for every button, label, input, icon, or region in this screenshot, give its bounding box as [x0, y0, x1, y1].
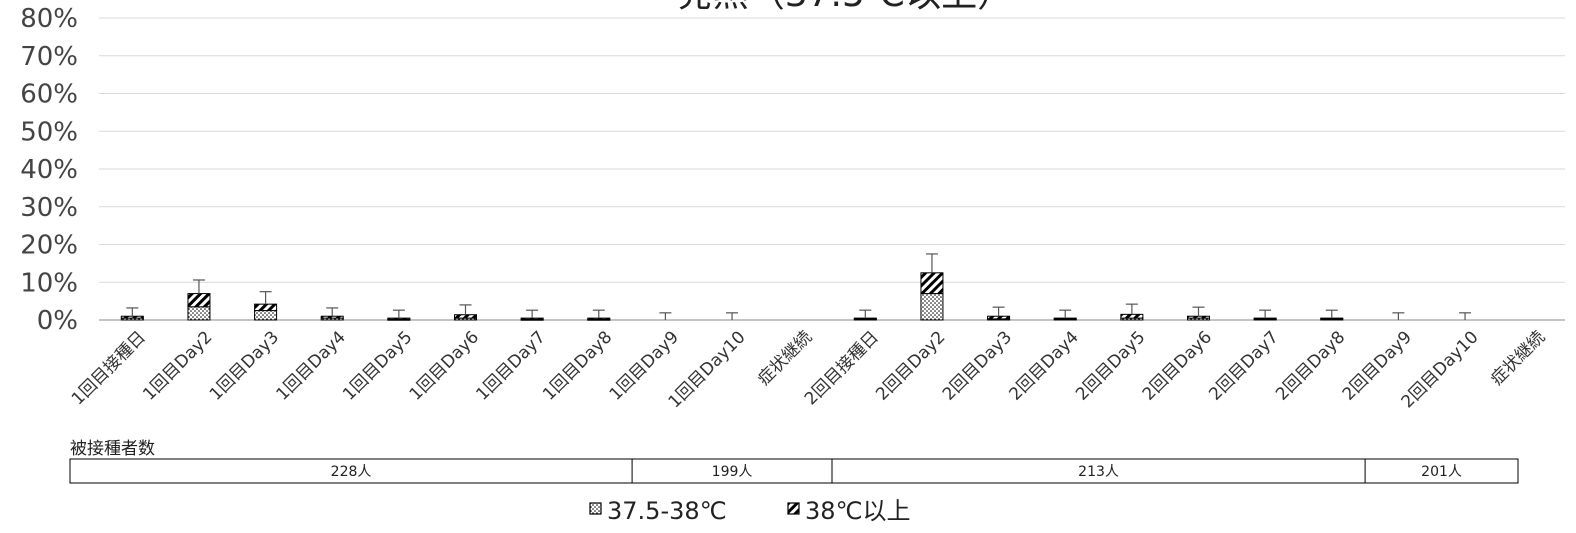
y-tick-label: 10%: [20, 268, 78, 298]
bar-segment-high-fever: [587, 317, 611, 320]
x-tick-label: 1回目Day5: [339, 327, 416, 404]
bar-segment-high-fever: [1187, 315, 1210, 319]
y-tick-label: 70%: [20, 42, 78, 72]
y-tick-label: 20%: [20, 231, 78, 261]
x-tick-label: 2回目Day6: [1139, 327, 1216, 404]
bar-segment-high-fever: [987, 315, 1011, 320]
error-bar: [1392, 312, 1405, 320]
x-tick-label: 2回目Day5: [1072, 327, 1149, 404]
bar-segment-high-fever: [920, 272, 944, 295]
y-tick-label: 60%: [20, 80, 78, 110]
x-tick-label: 症状継続: [754, 327, 816, 389]
x-tick-label: 2回目Day8: [1272, 327, 1349, 404]
counts-table-border: [69, 458, 1519, 484]
bar-segment-high-fever: [120, 315, 144, 319]
counts-table: 被接種者数 228人 199人 213人 201人: [69, 439, 1519, 484]
error-bar: [392, 309, 405, 319]
counts-table-cell: 199人: [712, 464, 753, 480]
bar-segment-high-fever: [387, 317, 411, 320]
error-bar: [1192, 306, 1205, 317]
error-bar: [1259, 309, 1272, 319]
error-bar: [1059, 309, 1072, 319]
x-tick-label: 1回目Day6: [406, 327, 483, 404]
bar-segment-high-fever: [1120, 313, 1144, 319]
legend-label: 38℃以上: [805, 497, 911, 525]
chart-title: 発熱（37.5℃以上）: [677, 0, 1014, 15]
bar-segment-low-fever: [254, 310, 278, 321]
y-tick-label: 0%: [37, 306, 78, 336]
bar-segment-high-fever: [853, 317, 877, 320]
x-axis-ticks: 1回目接種日1回目Day21回目Day31回目Day41回目Day51回目Day…: [68, 327, 1549, 412]
x-tick-label: 1回目Day3: [206, 327, 283, 404]
legend-swatch: [589, 502, 602, 515]
bar-segment-high-fever: [454, 314, 477, 319]
error-bar: [459, 304, 472, 315]
x-tick-label: 1回目Day8: [539, 327, 616, 404]
bars: [120, 272, 1344, 321]
error-bar: [659, 312, 672, 320]
x-tick-label: 1回目Day2: [139, 327, 216, 404]
bar-segment-low-fever: [920, 293, 944, 321]
legend: 37.5-38℃ 38℃以上: [589, 497, 911, 525]
legend-item: 37.5-38℃: [589, 497, 727, 525]
bar-segment-high-fever: [187, 293, 211, 308]
x-tick-label: 2回目Day3: [939, 327, 1016, 404]
bar-segment-high-fever: [1320, 317, 1344, 320]
bar-segment-high-fever: [1253, 317, 1277, 320]
y-axis-ticks: 0% 10% 20% 30% 40% 50% 60% 70% 80%: [20, 4, 78, 336]
error-bar: [1459, 312, 1472, 320]
bar-segment-low-fever: [187, 306, 211, 321]
bar-segment-high-fever: [520, 317, 544, 320]
x-tick-label: 2回目Day4: [1006, 327, 1083, 404]
counts-table-cell: 213人: [1078, 464, 1119, 480]
legend-label: 37.5-38℃: [607, 497, 727, 525]
x-tick-label: 1回目接種日: [68, 327, 150, 409]
error-bar: [1125, 303, 1138, 315]
counts-table-cell: 228人: [331, 464, 372, 480]
error-bar: [1325, 309, 1338, 319]
y-tick-label: 30%: [20, 193, 78, 223]
bar-segment-high-fever: [1053, 317, 1077, 320]
x-tick-label: 症状継続: [1487, 327, 1549, 389]
error-bar: [726, 312, 739, 320]
bar-segment-high-fever: [254, 303, 278, 312]
error-bar: [526, 309, 539, 319]
x-tick-label: 2回目Day2: [872, 327, 949, 404]
error-bar: [592, 309, 605, 319]
error-bar: [925, 253, 938, 273]
y-tick-label: 80%: [20, 4, 78, 34]
counts-table-cell: 201人: [1421, 464, 1462, 480]
bar-segment-high-fever: [320, 315, 344, 319]
x-tick-label: 1回目Day7: [472, 327, 549, 404]
error-bar: [326, 307, 339, 317]
error-bar: [259, 291, 272, 305]
x-tick-label: 1回目Day4: [273, 327, 350, 404]
legend-item: 38℃以上: [787, 497, 911, 525]
error-bars: [126, 253, 1472, 320]
error-bar: [192, 279, 205, 294]
y-tick-label: 40%: [20, 155, 78, 185]
counts-table-label: 被接種者数: [70, 439, 155, 459]
error-bar: [126, 307, 139, 317]
x-tick-label: 2回目Day7: [1205, 327, 1282, 404]
gridlines: [99, 17, 1565, 321]
legend-swatch: [787, 502, 800, 515]
error-bar: [992, 306, 1005, 317]
error-bar: [859, 309, 872, 319]
y-tick-label: 50%: [20, 117, 78, 147]
